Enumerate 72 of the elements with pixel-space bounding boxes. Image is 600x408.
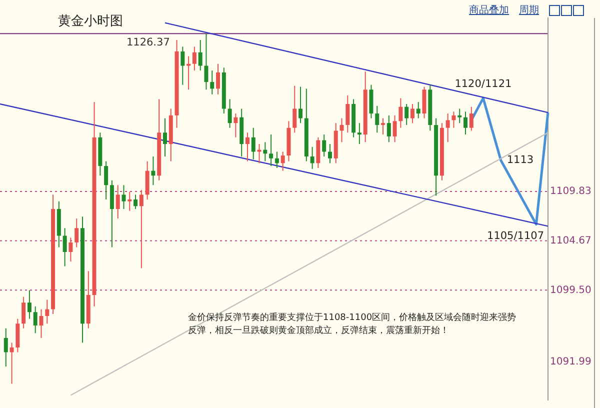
- y-tick-label: 1091.99: [550, 356, 592, 368]
- candlestick: [398, 98, 403, 128]
- candlestick: [151, 156, 156, 186]
- candlestick: [263, 142, 268, 162]
- candlestick: [416, 102, 420, 119]
- candlestick: [369, 84, 374, 119]
- y-tick-label: 1104.67: [550, 235, 592, 246]
- text: 周期: [519, 4, 539, 17]
- candlestick: [292, 85, 297, 134]
- candlestick: [139, 189, 144, 269]
- candlestick: [216, 63, 220, 95]
- candlestick: [346, 94, 350, 134]
- candlestick: [128, 191, 132, 212]
- candlestick: [204, 32, 208, 90]
- candlestick: [328, 144, 332, 164]
- candlestick: [110, 180, 114, 248]
- candlestick: [469, 106, 474, 132]
- candlestick: [269, 134, 274, 167]
- ref-line-label: 1126.37: [126, 36, 170, 48]
- y-tick-label: 1099.50: [550, 284, 592, 296]
- candlestick: [145, 160, 150, 200]
- candlestick: [386, 114, 391, 143]
- candlestick: [340, 118, 344, 143]
- candlestick: [298, 86, 303, 124]
- candlestick: [192, 46, 196, 72]
- candlestick: [404, 103, 409, 126]
- candlestick: [134, 194, 138, 210]
- candlestick: [392, 114, 397, 143]
- candlestick: [322, 134, 326, 157]
- candlestick: [4, 328, 8, 368]
- candlestick: [452, 111, 456, 128]
- candlestick: [458, 108, 462, 124]
- candlestick: [375, 105, 380, 134]
- y-tick-label: 1109.83: [550, 186, 592, 198]
- candlestick: [162, 118, 167, 157]
- candlestick: [74, 218, 79, 248]
- candlestick: [62, 228, 67, 267]
- candlestick: [357, 122, 362, 145]
- candlestick: [464, 111, 468, 136]
- candlestick: [186, 56, 191, 90]
- candlestick: [68, 237, 73, 262]
- candlestick: [280, 151, 285, 172]
- candlestick: [104, 160, 108, 200]
- candlestick: [22, 296, 26, 329]
- data-label: 1120/1121: [454, 78, 512, 90]
- candlestick: [234, 113, 238, 138]
- chart-title: 黄金小时图: [58, 13, 123, 30]
- candlestick: [10, 342, 14, 384]
- candlestick: [45, 299, 50, 324]
- text: 商品叠加: [469, 4, 509, 17]
- candlestick: [198, 39, 202, 72]
- candlestick: [180, 46, 185, 86]
- candlestick: [245, 132, 250, 162]
- candlestick: [310, 146, 314, 170]
- candlestick: [446, 113, 450, 143]
- candlestick: [39, 308, 44, 338]
- candlestick: [274, 151, 279, 168]
- candlestick: [116, 184, 120, 220]
- data-label: 1105/1107: [487, 230, 544, 242]
- candlestick: [316, 136, 320, 168]
- candlestick: [422, 86, 426, 119]
- candlestick: [33, 306, 38, 334]
- candlestick: [228, 98, 232, 128]
- candlestick: [251, 127, 256, 160]
- candlestick: [122, 184, 126, 210]
- annotation: 金价保持反弹节奏的重要支撑位于1108-1100区间，价格触及区域会随时迎来强势反弹，相反一旦跌破则黄金顶部成立，反弹结束，震荡重新开始！: [188, 312, 518, 338]
- candlestick: [27, 290, 32, 320]
- data-label: 1113: [506, 154, 534, 166]
- candlestick: [381, 118, 386, 136]
- candlestick: [16, 318, 20, 353]
- candlestick: [410, 103, 414, 124]
- candlestick: [210, 70, 214, 95]
